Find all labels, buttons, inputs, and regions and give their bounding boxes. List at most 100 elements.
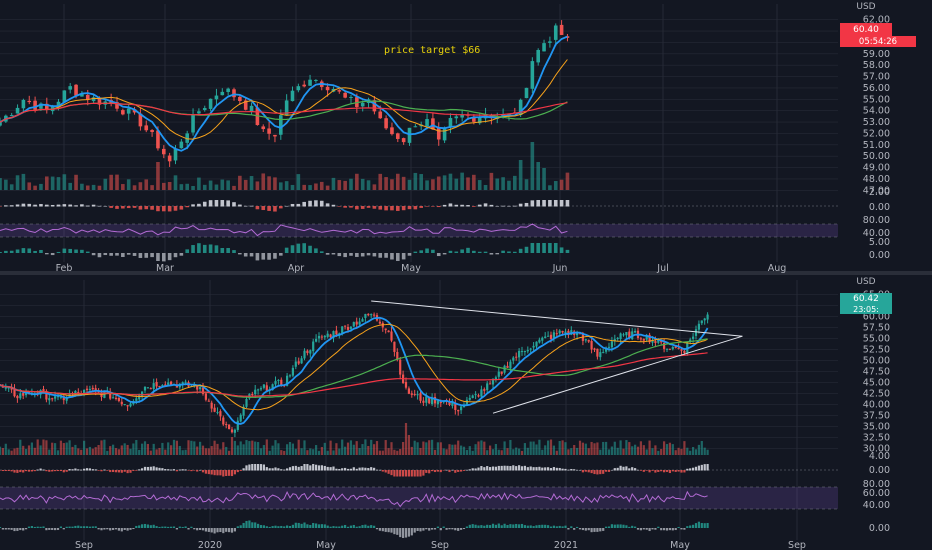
candle-body (115, 102, 119, 109)
candle-body (77, 392, 80, 394)
volume-bar (199, 441, 202, 455)
candle-body (144, 125, 149, 131)
volume-bar (565, 172, 570, 190)
histogram-bar (91, 526, 94, 528)
volume-bar (548, 185, 552, 190)
volume-bar (512, 449, 515, 455)
candle-body (561, 330, 564, 333)
macd-bar (494, 466, 497, 471)
candle-body (236, 420, 239, 430)
macd-bar (393, 470, 396, 477)
macd-bar (208, 200, 213, 207)
histogram-bar (199, 528, 202, 530)
macd-bar (201, 470, 205, 473)
macd-bar (239, 470, 242, 471)
histogram-bar (74, 249, 78, 253)
volume-bar (117, 449, 120, 455)
histogram-bar (605, 526, 608, 528)
histogram-bar (193, 528, 196, 530)
macd-bar (457, 470, 460, 472)
macd-bar (567, 469, 570, 471)
volume-bar (196, 446, 199, 455)
volume-bar (143, 441, 147, 455)
volume-bar (683, 441, 686, 455)
volume-bar (56, 177, 61, 190)
candle-body (302, 84, 306, 87)
volume-bar (167, 182, 172, 190)
volume-bar (384, 177, 388, 190)
candle-body (373, 314, 376, 316)
histogram-bar (460, 249, 464, 253)
candle-body (378, 321, 381, 324)
candle-body (364, 313, 367, 318)
macd-bar (404, 470, 408, 477)
month-label: Sep (431, 540, 449, 550)
month-label: Jul (656, 263, 668, 274)
candle-body (132, 109, 137, 113)
volume-bar (559, 179, 564, 190)
volume-bar (149, 450, 152, 455)
candle-body (45, 103, 49, 110)
macd-bar (196, 470, 199, 472)
candle-body (257, 389, 260, 391)
volume-bar (419, 447, 422, 455)
volume-bar (261, 173, 266, 190)
volume-bar (112, 444, 115, 455)
macd-bar (179, 206, 184, 210)
volume-bar (138, 449, 141, 455)
histogram-bar (138, 525, 141, 528)
candle-body (22, 393, 25, 396)
macd-bar (370, 467, 373, 471)
histogram-bar (573, 528, 576, 530)
macd-bar (56, 470, 60, 472)
candle-body (274, 380, 277, 385)
histogram-bar (262, 525, 265, 528)
histogram-bar (547, 525, 550, 528)
histogram-bar (518, 248, 523, 253)
candle-body (222, 417, 225, 425)
macd-bar (466, 205, 470, 207)
candle-body (291, 367, 294, 376)
histogram-bar (642, 528, 645, 530)
histogram-bar (431, 249, 435, 253)
candle-body (553, 25, 558, 40)
macd-bar (419, 470, 422, 477)
histogram-bar (436, 253, 441, 257)
macd-bar (7, 470, 10, 471)
volume-bar (497, 449, 500, 455)
candle-body (390, 331, 393, 341)
histogram-bar (532, 526, 535, 528)
volume-bar (303, 440, 306, 455)
histogram-bar (559, 247, 564, 253)
histogram-bar (248, 520, 251, 528)
histogram-bar (30, 526, 33, 528)
histogram-bar (567, 528, 570, 530)
candle-body (68, 86, 72, 90)
candle-body (407, 127, 412, 143)
macd-bar (27, 470, 31, 472)
volume-bar (320, 447, 323, 455)
top-rsi-pane (0, 223, 838, 238)
candle-body (249, 105, 254, 112)
histogram-bar (364, 524, 367, 528)
volume-bar (370, 439, 373, 455)
candle-body (549, 334, 553, 340)
macd-bar (162, 206, 166, 212)
candle-body (529, 348, 532, 350)
macd-bar (491, 466, 495, 471)
histogram-bar (548, 243, 552, 253)
candle-body (155, 381, 158, 387)
candle-body (596, 348, 599, 357)
histogram-bar (428, 528, 431, 531)
volume-bar (4, 443, 7, 455)
macd-bar (419, 206, 423, 208)
candle-body (460, 114, 464, 118)
volume-bar (593, 443, 596, 455)
candle-body (103, 391, 106, 398)
histogram-bar (77, 525, 80, 528)
volume-bar (613, 441, 616, 455)
histogram-bar (204, 528, 207, 532)
macd-bar (605, 470, 608, 472)
volume-bar (599, 449, 602, 455)
macd-bar (501, 205, 505, 207)
